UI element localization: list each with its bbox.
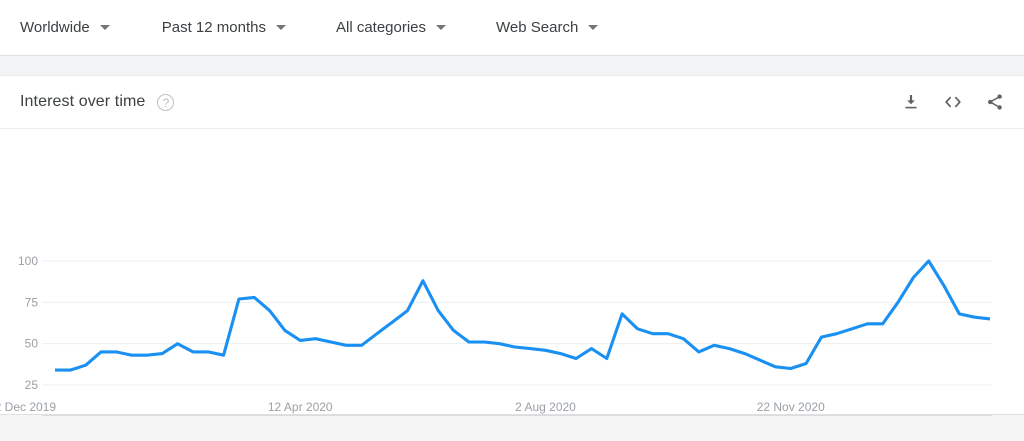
chart-y-axis-labels: 25 50 75 100 [18,254,38,392]
share-icon[interactable] [984,91,1006,113]
page-title: Interest over time [20,93,146,110]
interest-over-time-card: Interest over time ? [0,75,1024,416]
chart-svg: 25 50 75 100 22 Dec 2019 12 Apr 2020 2 Aug 20… [0,254,992,416]
filter-category[interactable]: All categories [335,0,447,55]
filter-location-label: Worldwide [20,19,90,36]
filter-bar: Worldwide Past 12 months All categories … [0,0,1024,56]
interest-over-time-chart[interactable]: 25 50 75 100 22 Dec 2019 12 Apr 2020 2 Aug 20… [0,129,1024,416]
background-band [0,56,1024,75]
chart-data-line [55,259,991,372]
svg-text:100: 100 [18,254,38,268]
chart-x-axis-labels: 22 Dec 2019 12 Apr 2020 2 Aug 2020 22 Nov 2… [0,400,825,414]
filter-search-type-label: Web Search [496,19,579,36]
chevron-down-icon [436,25,447,30]
filter-time-range[interactable]: Past 12 months [162,0,286,55]
card-header: Interest over time ? [0,76,1024,129]
download-icon[interactable] [900,91,922,113]
chevron-down-icon [99,25,110,30]
svg-text:75: 75 [25,295,39,309]
filter-category-label: All categories [335,19,427,36]
chevron-down-icon [588,25,599,30]
svg-text:25: 25 [25,378,39,392]
svg-text:22 Dec 2019: 22 Dec 2019 [0,400,56,414]
svg-text:2 Aug 2020: 2 Aug 2020 [515,400,576,414]
filter-location[interactable]: Worldwide [20,0,110,55]
embed-code-icon[interactable] [942,91,964,113]
filter-time-range-label: Past 12 months [161,19,266,36]
chevron-down-icon [275,25,286,30]
svg-text:50: 50 [25,337,39,351]
help-icon[interactable]: ? [157,93,175,111]
page-background-bottom [0,416,1024,441]
svg-text:22 Nov 2020: 22 Nov 2020 [757,400,825,414]
chart-gridlines [42,260,992,386]
svg-text:12 Apr 2020: 12 Apr 2020 [268,400,333,414]
card-actions [900,91,1006,113]
filter-search-type[interactable]: Web Search [496,0,599,55]
